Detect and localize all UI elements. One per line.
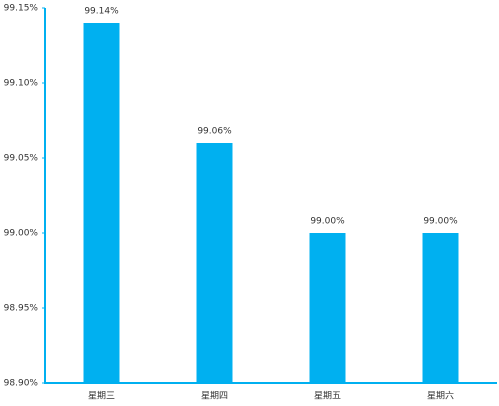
x-tick-label: 星期三 bbox=[88, 391, 115, 402]
bar bbox=[309, 233, 346, 383]
x-tick-label: 星期六 bbox=[427, 390, 454, 402]
y-tick-label: 98.95% bbox=[4, 304, 39, 314]
y-tick-label: 98.90% bbox=[4, 379, 39, 389]
x-tick-label: 星期四 bbox=[201, 391, 228, 402]
bar bbox=[422, 233, 459, 383]
value-label: 99.14% bbox=[84, 7, 119, 17]
value-label: 99.00% bbox=[310, 217, 345, 227]
y-tick-label: 99.05% bbox=[4, 154, 39, 164]
y-tick-label: 99.15% bbox=[4, 4, 39, 14]
x-tick-label: 星期五 bbox=[314, 391, 341, 402]
y-tick-label: 99.00% bbox=[4, 229, 39, 239]
value-label: 99.06% bbox=[197, 127, 232, 137]
value-label: 99.00% bbox=[423, 217, 458, 227]
y-tick-label: 99.10% bbox=[4, 79, 39, 89]
bar bbox=[83, 23, 120, 383]
bar bbox=[196, 143, 233, 383]
